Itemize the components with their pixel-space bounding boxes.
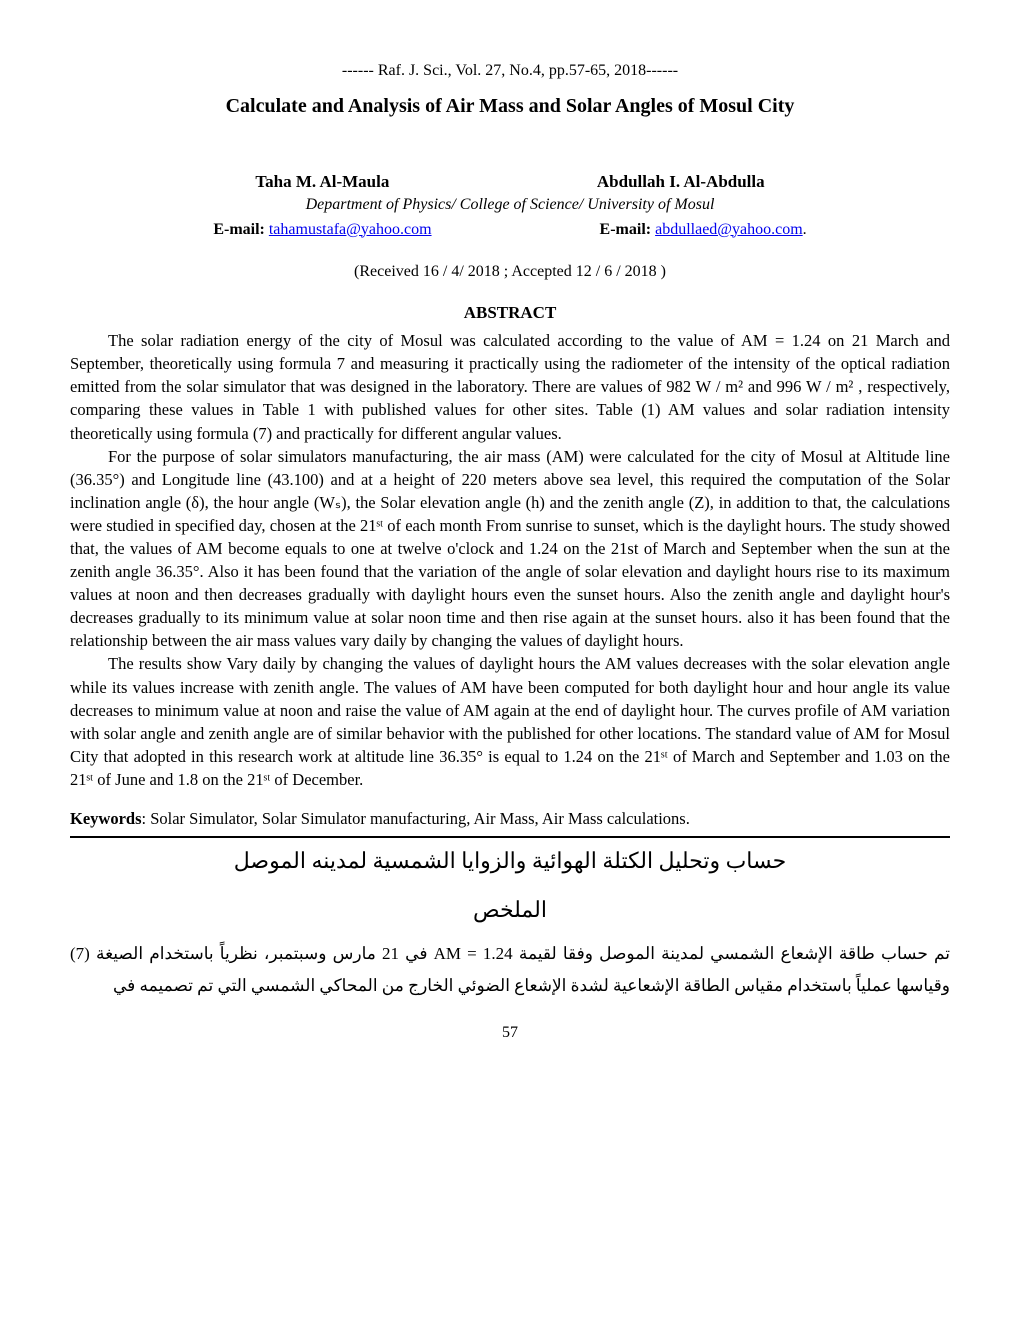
arabic-paragraph-1: تم حساب طاقة الإشعاع الشمسي لمدينة الموص… <box>70 938 950 1003</box>
abstract-paragraph-1: The solar radiation energy of the city o… <box>70 329 950 444</box>
arabic-title: حساب وتحليل الكتلة الهوائية والزوايا الش… <box>70 846 950 877</box>
keywords-text: : Solar Simulator, Solar Simulator manuf… <box>142 809 690 828</box>
period: . <box>803 221 807 238</box>
keywords-line: Keywords: Solar Simulator, Solar Simulat… <box>70 807 950 830</box>
arabic-abstract-heading: الملخص <box>70 895 950 926</box>
paper-title: Calculate and Analysis of Air Mass and S… <box>70 92 950 120</box>
email-link-2[interactable]: abdullaed@yahoo.com <box>655 221 803 238</box>
authors-line: Taha M. Al-Maula Abdullah I. Al-Abdulla <box>70 170 950 194</box>
citation-line: ------ Raf. J. Sci., Vol. 27, No.4, pp.5… <box>70 60 950 82</box>
abstract-heading: ABSTRACT <box>70 301 950 325</box>
email-label-1: E-mail: <box>213 221 265 238</box>
author-1: Taha M. Al-Maula <box>255 172 389 191</box>
author-2: Abdullah I. Al-Abdulla <box>597 172 765 191</box>
email-link-1[interactable]: tahamustafa@yahoo.com <box>269 221 432 238</box>
section-divider <box>70 836 950 838</box>
abstract-paragraph-2: For the purpose of solar simulators manu… <box>70 445 950 653</box>
abstract-paragraph-3: The results show Vary daily by changing … <box>70 652 950 791</box>
department-line: Department of Physics/ College of Scienc… <box>70 194 950 216</box>
emails-line: E-mail: tahamustafa@yahoo.com E-mail: ab… <box>70 219 950 241</box>
email-label-2: E-mail: <box>600 221 652 238</box>
page-number: 57 <box>70 1022 950 1044</box>
keywords-label: Keywords <box>70 809 142 828</box>
dates-line: (Received 16 / 4/ 2018 ; Accepted 12 / 6… <box>70 261 950 283</box>
